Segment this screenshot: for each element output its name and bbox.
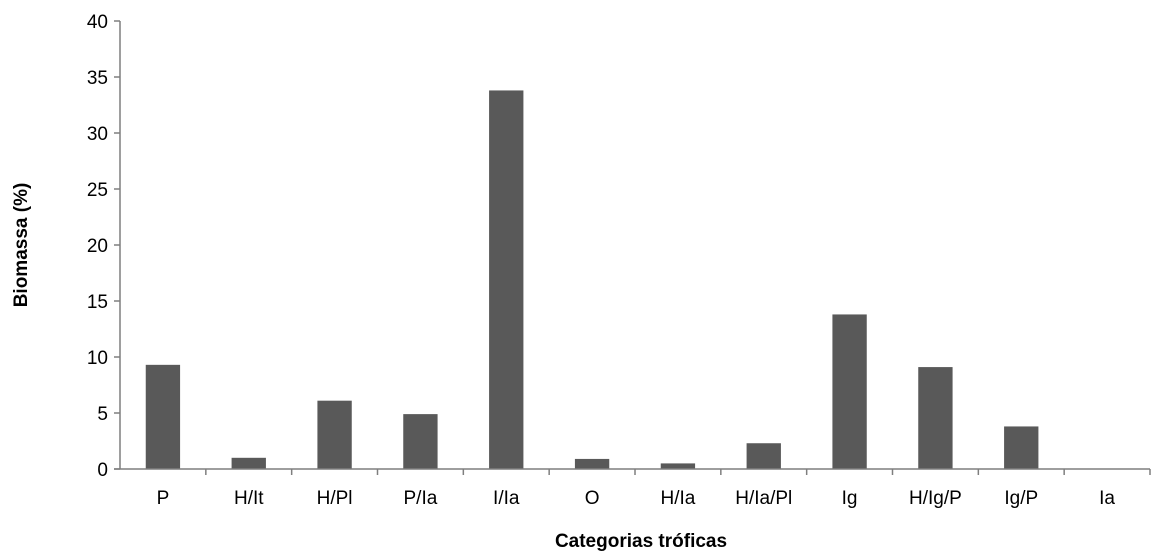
bar [918,367,953,469]
x-tick-label: Ig/P [1004,488,1038,509]
x-tick-label: H/Ig/P [909,488,962,509]
x-axis-title: Categorias tróficas [555,531,727,552]
bar [317,400,352,469]
x-tick-label: H/Ia/Pl [735,488,792,509]
y-tick-label: 25 [87,180,108,201]
y-tick-label: 20 [87,236,108,257]
x-tick-label: P [157,488,170,509]
x-tick-label: P/Ia [404,488,438,509]
x-tick-label: H/Pl [317,488,353,509]
y-tick-label: 15 [87,292,108,313]
bar [1004,426,1039,469]
bar [145,364,181,469]
y-axis-title: Biomassa (%) [11,183,32,308]
bar [403,414,438,469]
y-tick-label: 30 [87,124,108,145]
bar [832,314,867,469]
y-tick-label: 40 [87,12,108,33]
y-tick-label: 5 [97,404,108,425]
x-tick-label: I/Ia [493,488,520,509]
x-tick-label: O [585,488,600,509]
x-tick-label: Ia [1099,488,1115,509]
y-tick-label: 35 [87,68,108,89]
bar [660,463,696,469]
x-axis-ticks: P H/It H/Pl P/Ia I/Ia O H/Ia H/Ia/Pl Ig H/Ig/P Ig/… [157,469,1151,509]
bars [145,90,1039,469]
y-axis-ticks: 0 5 10 15 20 25 30 35 40 [87,12,120,481]
y-tick-label: 0 [97,460,108,481]
bar [574,458,610,469]
x-tick-label: Ig [842,488,858,509]
x-tick-label: H/It [234,488,264,509]
y-tick-label: 10 [87,348,108,369]
bar [746,443,781,469]
x-tick-label: H/Ia [660,488,695,509]
bar [489,90,524,469]
bar [231,457,266,469]
